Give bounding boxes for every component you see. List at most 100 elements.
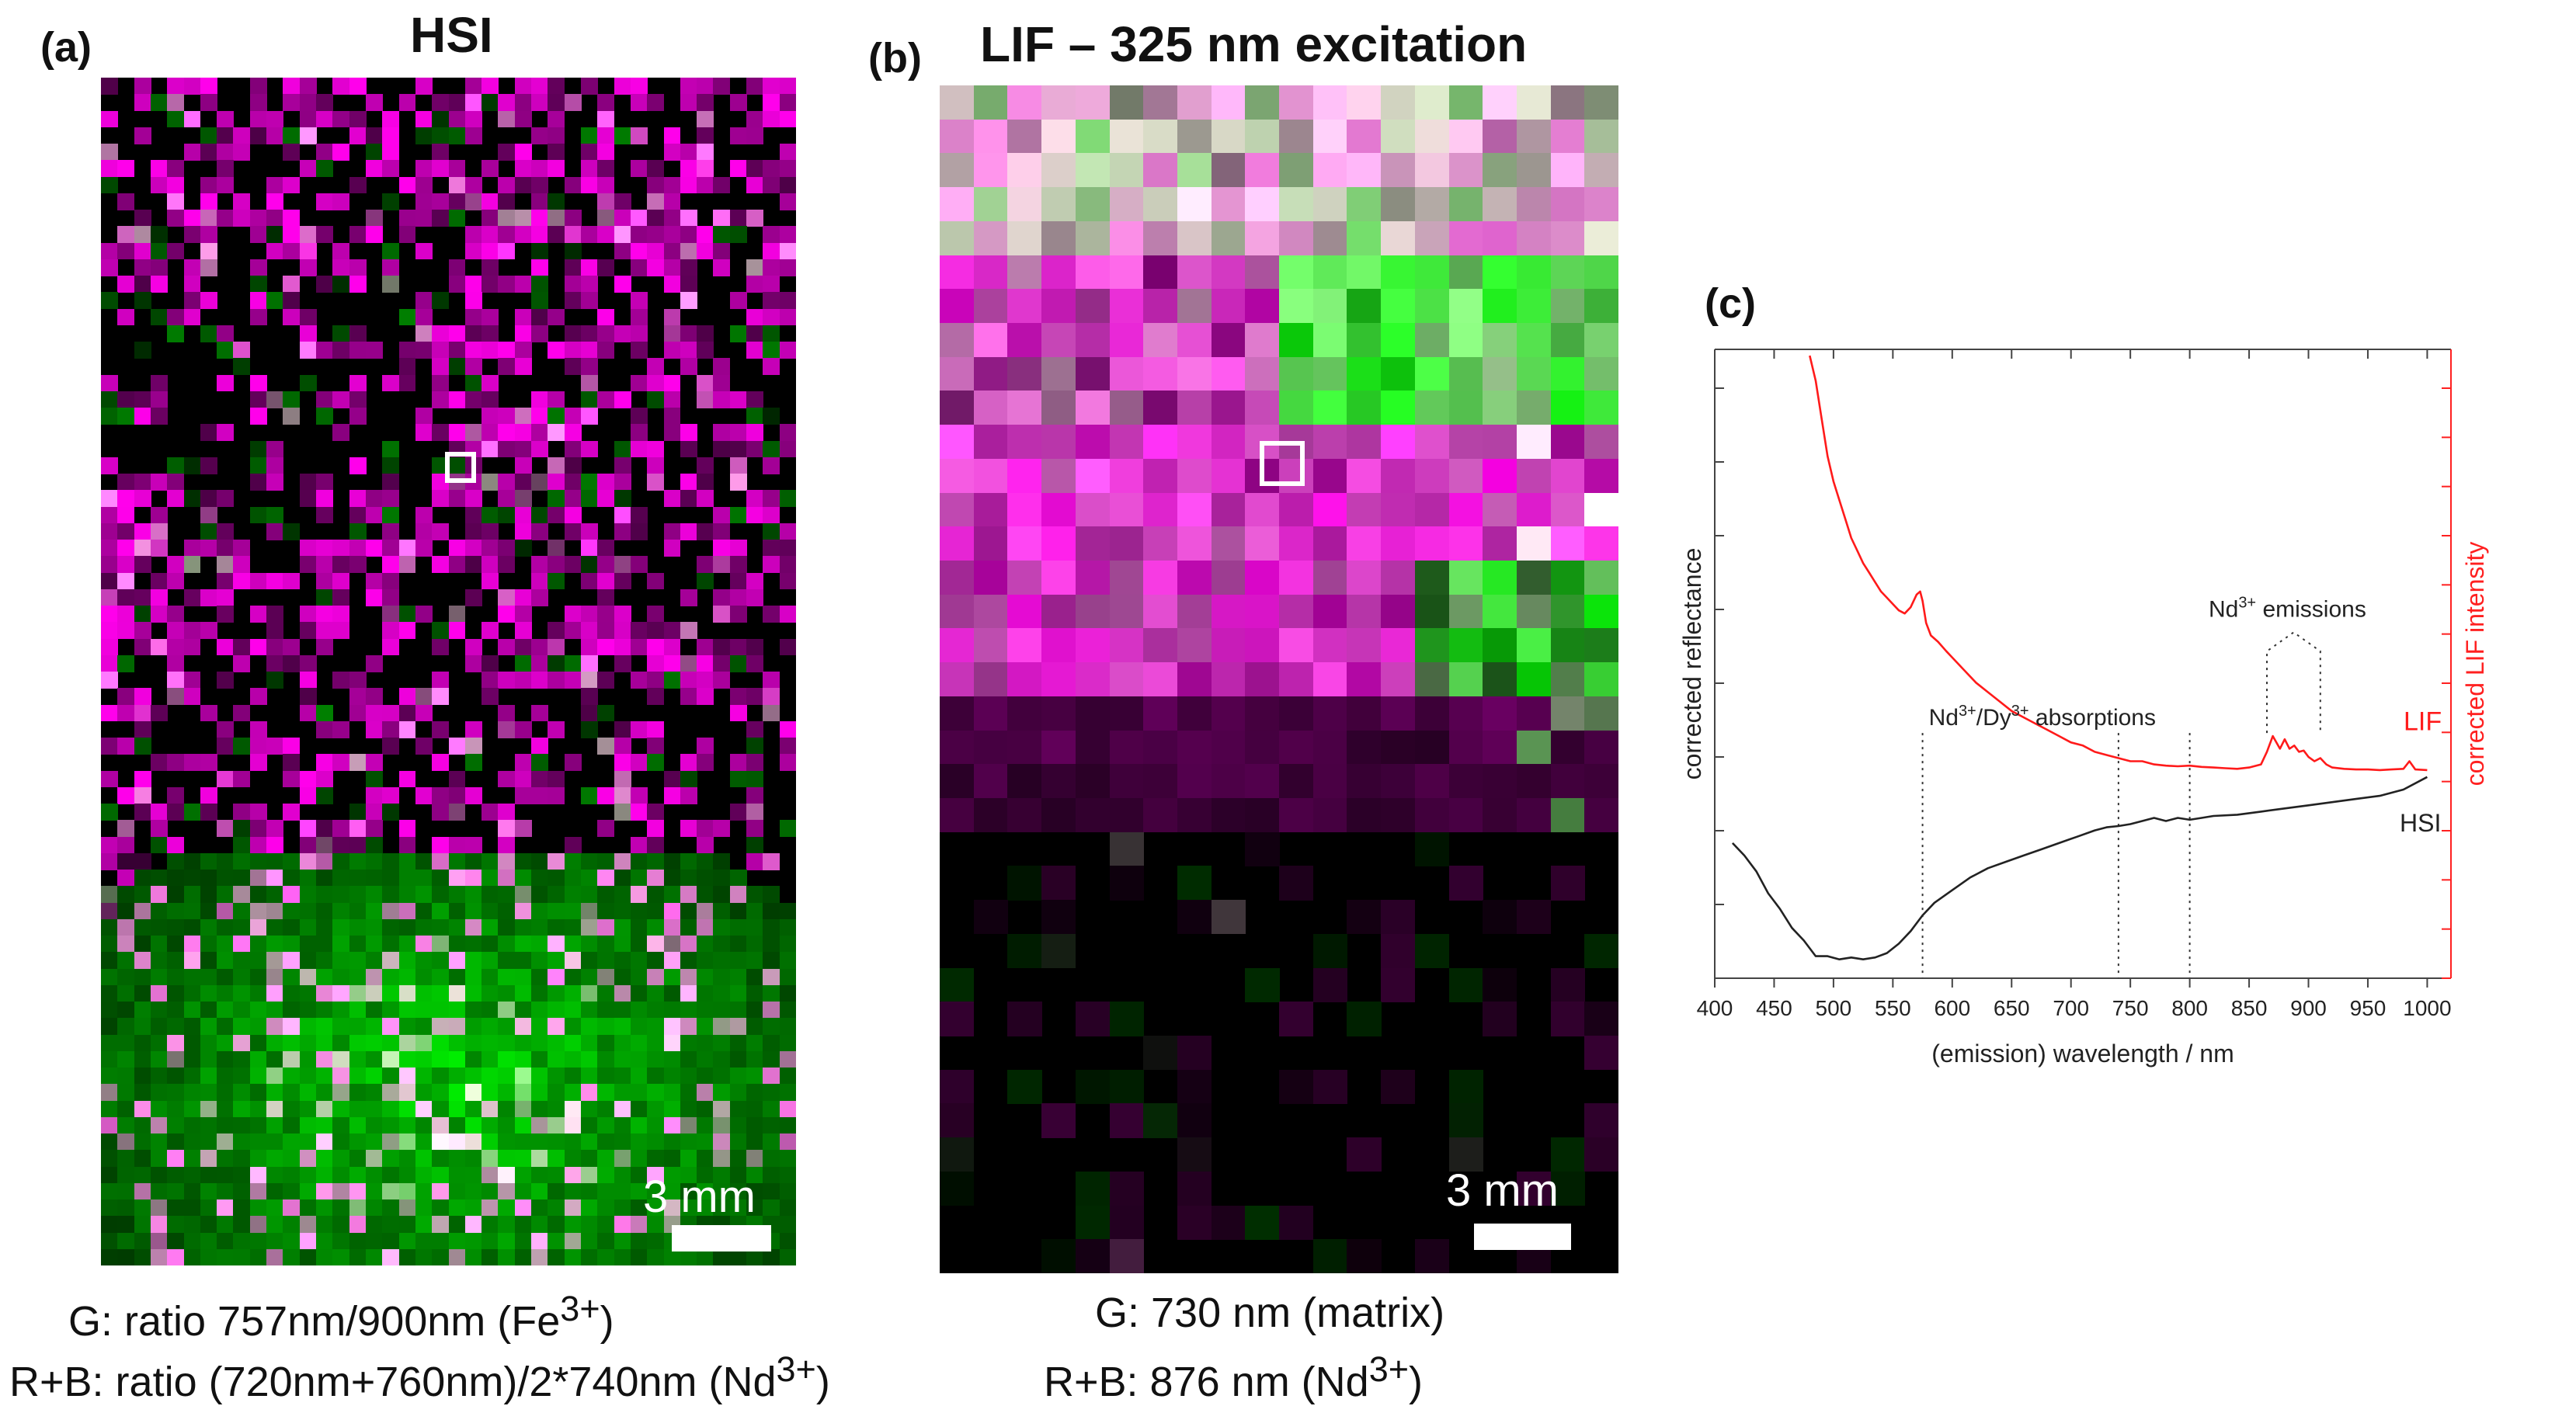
map-pixel [1381, 933, 1416, 969]
map-pixel [531, 1199, 548, 1217]
map-pixel [183, 1018, 201, 1036]
map-pixel [564, 457, 582, 474]
map-pixel [531, 1232, 548, 1250]
map-pixel [697, 342, 714, 359]
map-pixel [200, 902, 217, 920]
map-pixel [117, 408, 135, 425]
map-pixel [432, 1150, 450, 1168]
map-pixel [299, 1248, 317, 1265]
map-pixel [663, 342, 681, 359]
map-pixel [680, 1050, 697, 1068]
map-pixel [1211, 85, 1246, 120]
map-pixel [498, 94, 516, 112]
map-pixel [680, 952, 697, 970]
map-pixel [1245, 831, 1280, 867]
map-pixel [167, 474, 185, 491]
map-pixel [697, 242, 714, 260]
map-pixel [183, 968, 201, 986]
map-pixel [763, 490, 780, 508]
map-pixel [1211, 153, 1246, 188]
map-pixel [134, 94, 151, 112]
map-pixel [448, 1116, 466, 1134]
map-pixel [448, 540, 466, 557]
map-pixel [233, 1216, 251, 1234]
map-pixel [150, 1100, 168, 1118]
map-pixel [531, 968, 548, 986]
map-pixel [548, 94, 565, 112]
map-pixel [167, 242, 185, 260]
map-pixel [1279, 798, 1314, 833]
map-pixel [1211, 628, 1246, 663]
map-pixel [266, 606, 283, 623]
map-pixel [167, 1166, 185, 1184]
map-pixel [940, 1137, 975, 1172]
map-pixel [415, 902, 433, 920]
map-pixel [150, 1133, 168, 1151]
map-pixel [117, 1248, 135, 1265]
map-pixel [597, 127, 615, 144]
map-pixel [647, 193, 665, 210]
map-pixel [1211, 900, 1246, 935]
map-pixel [663, 1018, 681, 1036]
map-pixel [200, 259, 217, 276]
map-pixel [580, 127, 598, 144]
map-pixel [1075, 289, 1111, 324]
map-pixel [746, 490, 763, 508]
map-pixel [283, 754, 301, 772]
map-pixel [779, 424, 796, 442]
map-pixel [1381, 289, 1416, 324]
map-pixel [713, 1084, 731, 1102]
map-pixel [432, 522, 450, 540]
map-pixel [1414, 458, 1450, 494]
map-pixel [746, 918, 763, 936]
map-pixel [647, 1068, 665, 1085]
map-pixel [630, 672, 648, 689]
map-pixel [729, 1018, 747, 1036]
map-pixel [448, 1034, 466, 1052]
series-lif-label: LIF [2404, 706, 2442, 736]
map-pixel [630, 786, 648, 804]
map-pixel [498, 556, 516, 574]
map-pixel [614, 572, 631, 590]
map-pixel [299, 886, 317, 904]
map-pixel [498, 424, 516, 442]
map-pixel [432, 720, 450, 738]
lif-scale-label: 3 mm [1446, 1165, 1559, 1216]
map-pixel [200, 226, 217, 244]
map-pixel [349, 391, 367, 408]
map-pixel [514, 325, 532, 342]
map-pixel [481, 1133, 499, 1151]
map-pixel [597, 1248, 615, 1265]
map-pixel [1414, 798, 1450, 833]
map-pixel [1312, 458, 1347, 494]
map-pixel [746, 210, 763, 227]
map-pixel [349, 556, 367, 574]
map-pixel [580, 556, 598, 574]
map-pixel [1312, 798, 1347, 833]
map-pixel [481, 688, 499, 706]
map-pixel [464, 786, 482, 804]
map-pixel [217, 160, 235, 178]
map-pixel [464, 852, 482, 870]
map-pixel [531, 952, 548, 970]
map-pixel [415, 1248, 433, 1265]
map-pixel [266, 968, 283, 986]
map-pixel [514, 522, 532, 540]
map-pixel [498, 358, 516, 376]
map-pixel [548, 786, 565, 804]
map-pixel [1075, 153, 1111, 188]
map-pixel [1279, 866, 1314, 901]
map-pixel [365, 984, 383, 1002]
map-pixel [117, 952, 135, 970]
map-pixel [464, 1182, 482, 1200]
map-pixel [415, 193, 433, 210]
map-pixel [432, 754, 450, 772]
map-pixel [299, 952, 317, 970]
map-pixel [746, 176, 763, 194]
map-pixel [531, 1116, 548, 1134]
map-pixel [973, 662, 1008, 697]
map-pixel [514, 952, 532, 970]
map-pixel [647, 457, 665, 474]
map-pixel [1007, 153, 1042, 188]
map-pixel [1041, 220, 1076, 256]
